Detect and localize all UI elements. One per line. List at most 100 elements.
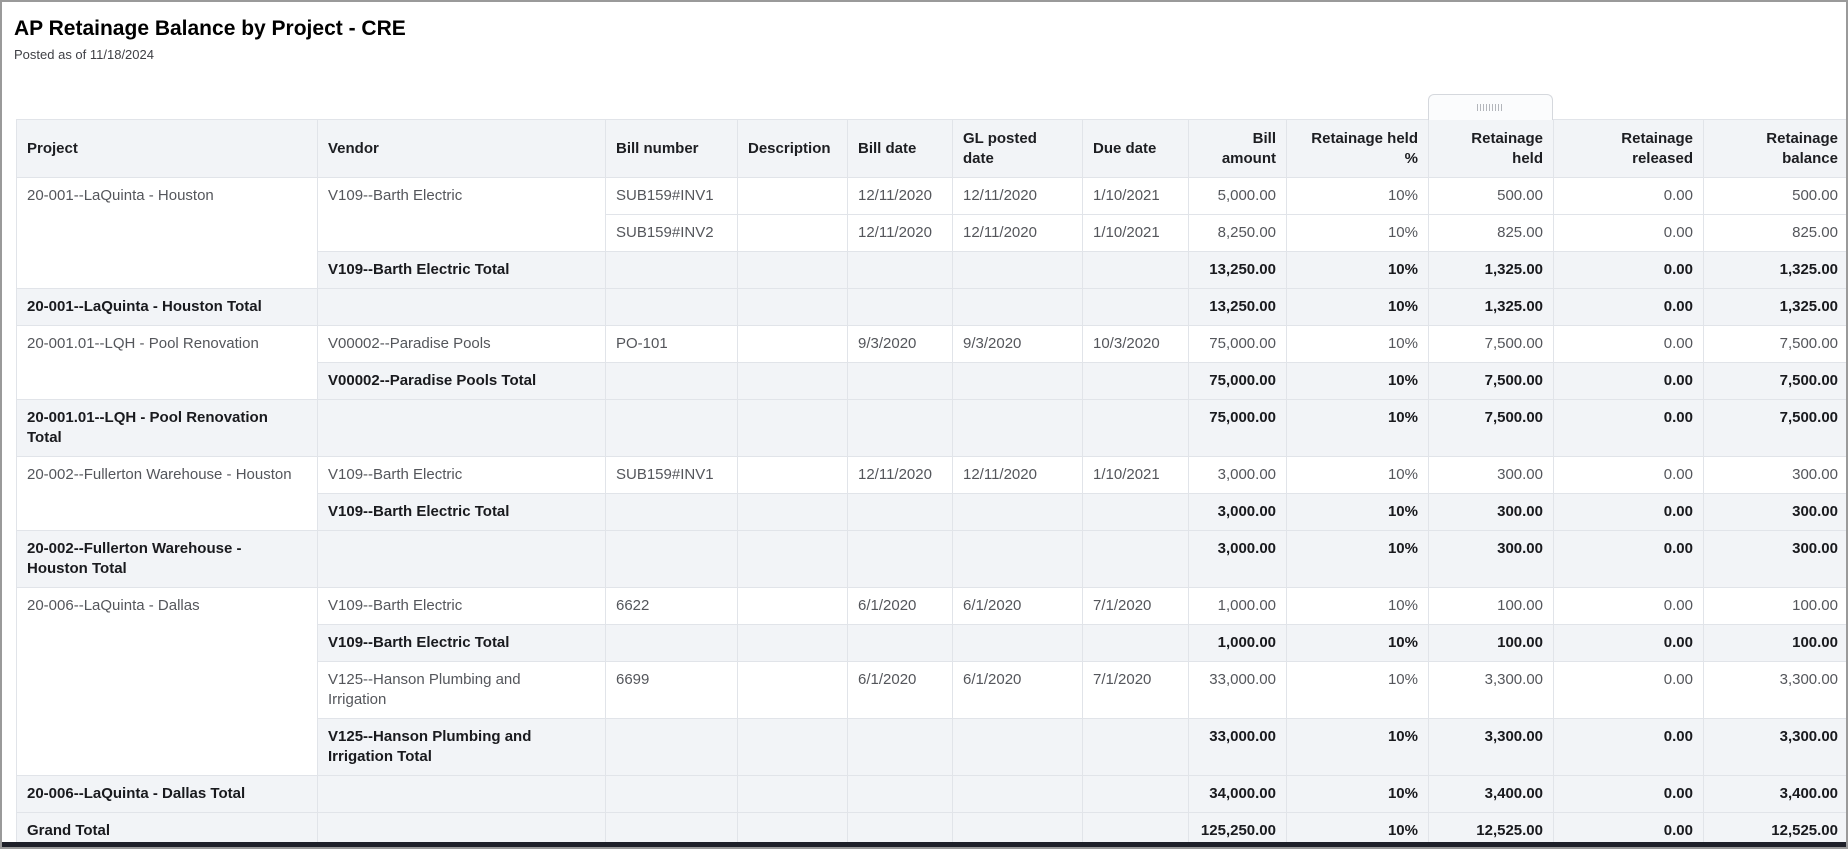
cell-bill_date: 6/1/2020	[847, 587, 953, 625]
column-header-gl_posted_date: GL posted date	[952, 119, 1083, 178]
cell-vendor: V109--Barth Electric	[317, 177, 606, 252]
cell-gl_posted_date: 6/1/2020	[952, 587, 1083, 625]
cell-bill_number	[605, 718, 738, 776]
cell-project: 20-006--LaQuinta - Dallas Total	[16, 775, 318, 813]
cell-gl_posted_date: 12/11/2020	[952, 177, 1083, 215]
cell-retainage_held_pct: 10%	[1286, 214, 1429, 252]
cell-retainage_held_pct: 10%	[1286, 362, 1429, 400]
cell-retainage_held: 500.00	[1428, 177, 1554, 215]
cell-due_date	[1082, 718, 1189, 776]
cell-retainage_balance: 3,400.00	[1703, 775, 1846, 813]
table-row-5-detail: 20-001.01--LQH - Pool Renovation V00002--…	[16, 325, 1846, 400]
cell-retainage_held: 1,325.00	[1428, 251, 1554, 289]
cell-vendor: V109--Barth Electric Total	[317, 624, 606, 662]
cell-description	[737, 214, 848, 252]
cell-bill_number: SUB159#INV1	[605, 456, 738, 494]
cell-bill_amount: 8,250.00	[1188, 214, 1287, 252]
cell-due_date	[1082, 775, 1189, 813]
cell-project: 20-001--LaQuinta - Houston	[16, 177, 318, 289]
cell-bill_amount: 13,250.00	[1188, 288, 1287, 326]
cell-bill_amount: 3,000.00	[1188, 456, 1287, 494]
cell-bill_date	[847, 530, 953, 588]
cell-project: 20-001.01--LQH - Pool Renovation	[16, 325, 318, 400]
cell-retainage_held: 825.00	[1428, 214, 1554, 252]
cell-retainage_balance: 3,300.00	[1703, 661, 1846, 719]
cell-bill_number: 6699	[605, 661, 738, 719]
cell-retainage_held_pct: 10%	[1286, 288, 1429, 326]
cell-retainage_balance: 3,300.00	[1703, 718, 1846, 776]
cell-due_date: 1/10/2021	[1082, 456, 1189, 494]
cell-bill_number	[605, 493, 738, 531]
cell-retainage_released: 0.00	[1553, 718, 1704, 776]
cell-retainage_balance: 7,500.00	[1703, 399, 1846, 457]
cell-bill_date	[847, 399, 953, 457]
table-row-1-detail: 20-001--LaQuinta - Houston V109--Barth El…	[16, 177, 1846, 289]
cell-bill_amount: 75,000.00	[1188, 362, 1287, 400]
page-title: AP Retainage Balance by Project - CRE	[14, 17, 406, 40]
grip-dots-icon	[1477, 104, 1504, 111]
cell-bill_number	[605, 288, 738, 326]
cell-retainage_held_pct: 10%	[1286, 530, 1429, 588]
table-row-14-vendor_total: V125--Hanson Plumbing and Irrigation Tot…	[17, 718, 1846, 776]
report-subtitle: Posted as of 11/18/2024	[14, 47, 154, 62]
cell-due_date	[1082, 251, 1189, 289]
cell-description	[737, 493, 848, 531]
cell-retainage_held: 7,500.00	[1428, 362, 1554, 400]
cell-retainage_balance: 1,325.00	[1703, 288, 1846, 326]
cell-description	[737, 362, 848, 400]
column-header-retainage_held_pct: Retainage held %	[1286, 119, 1429, 178]
report-table: Project Vendor Bill number Description Bill …	[16, 119, 1846, 847]
cell-project: Grand Total	[16, 812, 318, 847]
cell-vendor: V125--Hanson Plumbing and Irrigation	[317, 661, 606, 719]
cell-bill_date	[847, 812, 953, 847]
report-header: AP Retainage Balance by Project - CRE Po…	[2, 2, 1846, 64]
cell-project: 20-006--LaQuinta - Dallas	[16, 587, 318, 776]
column-header-due_date: Due date	[1082, 119, 1189, 178]
cell-retainage_held_pct: 10%	[1286, 456, 1429, 494]
cell-project: 20-001--LaQuinta - Houston Total	[16, 288, 318, 326]
cell-retainage_held: 3,300.00	[1428, 661, 1554, 719]
cell-retainage_released: 0.00	[1553, 530, 1704, 588]
cell-gl_posted_date	[952, 624, 1083, 662]
column-header-retainage_balance: Retainage balance	[1703, 119, 1846, 178]
cell-bill_number	[605, 362, 738, 400]
cell-retainage_held_pct: 10%	[1286, 493, 1429, 531]
cell-retainage_released: 0.00	[1553, 288, 1704, 326]
cell-retainage_balance: 300.00	[1703, 493, 1846, 531]
cell-retainage_released: 0.00	[1553, 587, 1704, 625]
cell-retainage_held: 300.00	[1428, 530, 1554, 588]
cell-description	[737, 325, 848, 363]
table-row-12-vendor_total: V109--Barth Electric Total 1,000.00 10% 100…	[17, 624, 1846, 662]
cell-bill_amount: 3,000.00	[1188, 493, 1287, 531]
cell-bill_date	[847, 362, 953, 400]
cell-bill_amount: 33,000.00	[1188, 718, 1287, 776]
cell-bill_number: SUB159#INV1	[605, 177, 738, 215]
cell-retainage_held_pct: 10%	[1286, 775, 1429, 813]
cell-vendor: V00002--Paradise Pools Total	[317, 362, 606, 400]
cell-due_date: 7/1/2020	[1082, 661, 1189, 719]
cell-gl_posted_date	[952, 812, 1083, 847]
column-header-bill_amount: Bill amount	[1188, 119, 1287, 178]
table-row-7-project_total: 20-001.01--LQH - Pool Renovation Total 75…	[16, 399, 1846, 457]
cell-bill_date	[847, 288, 953, 326]
cell-retainage_balance: 1,325.00	[1703, 251, 1846, 289]
cell-retainage_released: 0.00	[1553, 399, 1704, 457]
table-row-9-vendor_total: V109--Barth Electric Total 3,000.00 10% 300…	[17, 493, 1846, 531]
cell-retainage_held: 300.00	[1428, 493, 1554, 531]
column-header-vendor: Vendor	[317, 119, 606, 178]
cell-retainage_balance: 500.00	[1703, 177, 1846, 215]
cell-retainage_released: 0.00	[1553, 362, 1704, 400]
cell-retainage_released: 0.00	[1553, 661, 1704, 719]
cell-bill_date	[847, 624, 953, 662]
table-row-8-detail: 20-002--Fullerton Warehouse - Houston V10…	[16, 456, 1846, 531]
table-header: Project Vendor Bill number Description Bill …	[16, 119, 1846, 178]
cell-retainage_held_pct: 10%	[1286, 399, 1429, 457]
column-drag-handle[interactable]	[1428, 94, 1553, 120]
cell-retainage_held: 100.00	[1428, 587, 1554, 625]
cell-gl_posted_date: 12/11/2020	[952, 456, 1083, 494]
cell-description	[737, 718, 848, 776]
cell-bill_amount: 75,000.00	[1188, 325, 1287, 363]
cell-retainage_held: 7,500.00	[1428, 325, 1554, 363]
cell-due_date	[1082, 812, 1189, 847]
table-row-11-detail: 20-006--LaQuinta - Dallas V109--Barth Ele…	[16, 587, 1846, 776]
